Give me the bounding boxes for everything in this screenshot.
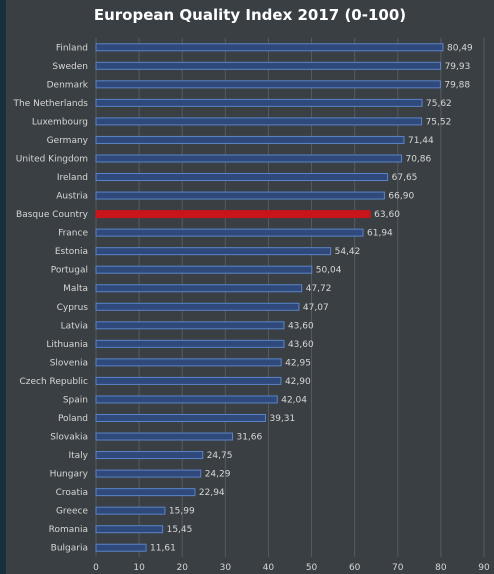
bar xyxy=(95,432,233,441)
bar xyxy=(95,395,278,404)
data-label: 75,62 xyxy=(426,99,452,109)
data-label: 24,75 xyxy=(207,451,233,461)
bar xyxy=(95,376,282,385)
data-label: 11,61 xyxy=(150,544,176,554)
category-label: The Netherlands xyxy=(13,99,89,109)
data-label: 43,60 xyxy=(288,340,314,350)
data-label: 50,04 xyxy=(316,266,342,276)
category-label: Italy xyxy=(68,451,88,461)
x-tick-label: 90 xyxy=(478,563,490,573)
bar xyxy=(95,284,303,293)
x-tick-label: 10 xyxy=(133,563,145,573)
x-tick-label: 30 xyxy=(220,563,232,573)
chart-title: European Quality Index 2017 (0-100) xyxy=(93,6,407,24)
bar xyxy=(95,43,444,52)
category-label: Ireland xyxy=(57,173,88,183)
bar xyxy=(95,80,441,89)
bar xyxy=(95,98,423,107)
bar xyxy=(95,506,166,515)
bar xyxy=(95,173,389,182)
category-label: Germany xyxy=(47,136,89,146)
bar xyxy=(95,543,147,552)
category-label: Croatia xyxy=(56,488,88,498)
category-label: Cyprus xyxy=(57,303,89,313)
data-label: 75,52 xyxy=(426,117,452,127)
data-label: 22,94 xyxy=(199,488,225,498)
data-label: 42,04 xyxy=(281,395,307,405)
bar xyxy=(95,117,423,126)
bar xyxy=(95,525,164,534)
category-label: Malta xyxy=(63,284,88,294)
data-label: 66,90 xyxy=(388,192,414,202)
data-label: 15,99 xyxy=(169,507,195,517)
left-accent-stripe xyxy=(0,0,6,574)
category-label: Bulgaria xyxy=(51,544,88,554)
bar xyxy=(95,321,285,330)
data-label: 43,60 xyxy=(288,321,314,331)
x-tick-label: 50 xyxy=(306,563,318,573)
data-label: 47,07 xyxy=(303,303,329,313)
category-label: Slovakia xyxy=(50,433,88,443)
data-label: 70,86 xyxy=(405,154,431,164)
bar xyxy=(95,135,405,144)
x-tick-label: 0 xyxy=(93,563,99,573)
x-tick-label: 70 xyxy=(392,563,404,573)
category-label: France xyxy=(58,229,88,239)
bar xyxy=(95,265,313,274)
category-label: Portugal xyxy=(51,266,88,276)
bar xyxy=(95,488,196,497)
category-label: Latvia xyxy=(61,321,88,331)
category-label: Estonia xyxy=(55,247,88,257)
data-label: 63,60 xyxy=(374,210,400,220)
category-label: Austria xyxy=(56,192,88,202)
category-label: United Kingdom xyxy=(16,154,88,164)
x-tick-label: 80 xyxy=(435,563,447,573)
data-label: 31,66 xyxy=(236,433,262,443)
data-label: 79,88 xyxy=(444,80,470,90)
bar xyxy=(95,358,282,367)
category-label: Romania xyxy=(49,525,88,535)
data-label: 79,93 xyxy=(445,62,471,72)
data-label: 67,65 xyxy=(392,173,418,183)
data-label: 54,42 xyxy=(335,247,361,257)
bar xyxy=(95,228,364,237)
bar xyxy=(95,302,300,311)
bar xyxy=(95,413,266,422)
data-label: 61,94 xyxy=(367,229,393,239)
bar xyxy=(95,154,402,163)
category-label: Czech Republic xyxy=(19,377,88,387)
data-label: 42,95 xyxy=(285,358,311,368)
category-label: Greece xyxy=(56,507,88,517)
bar xyxy=(95,469,202,478)
x-tick-label: 20 xyxy=(176,563,188,573)
category-label: Basque Country xyxy=(16,210,89,220)
x-tick-label: 60 xyxy=(349,563,361,573)
category-label: Poland xyxy=(58,414,88,424)
highlighted-bar xyxy=(95,210,371,219)
bar xyxy=(95,247,332,256)
category-label: Luxembourg xyxy=(32,117,88,127)
data-label: 71,44 xyxy=(408,136,434,146)
bar xyxy=(95,451,204,460)
data-label: 15,45 xyxy=(167,525,193,535)
category-label: Sweden xyxy=(52,62,88,72)
bar xyxy=(95,191,385,200)
data-label: 80,49 xyxy=(447,43,473,53)
category-label: Lithuania xyxy=(46,340,88,350)
category-label: Slovenia xyxy=(50,358,88,368)
data-label: 47,72 xyxy=(306,284,332,294)
x-tick-label: 40 xyxy=(263,563,275,573)
data-label: 42,90 xyxy=(285,377,311,387)
category-label: Finland xyxy=(56,43,88,53)
category-label: Spain xyxy=(63,395,88,405)
category-label: Denmark xyxy=(47,80,89,90)
data-label: 39,31 xyxy=(269,414,295,424)
category-label: Hungary xyxy=(50,470,89,480)
bar xyxy=(95,61,442,70)
bar xyxy=(95,339,285,348)
data-label: 24,29 xyxy=(205,470,231,480)
